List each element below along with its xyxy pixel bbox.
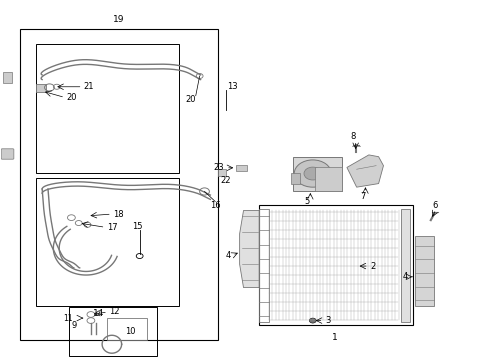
Text: 12: 12 <box>109 307 119 316</box>
Text: 15: 15 <box>132 222 142 231</box>
Text: 6: 6 <box>431 201 436 210</box>
Text: 7: 7 <box>359 192 365 201</box>
Circle shape <box>309 318 316 323</box>
Bar <box>36 178 178 306</box>
Bar <box>107 318 147 339</box>
Text: 3: 3 <box>325 316 330 325</box>
Text: 23: 23 <box>213 163 224 172</box>
Text: 4: 4 <box>225 251 230 260</box>
Text: 11: 11 <box>63 314 73 323</box>
Text: 2: 2 <box>369 262 375 271</box>
Text: 16: 16 <box>210 201 221 210</box>
Text: 14: 14 <box>92 309 103 318</box>
Bar <box>36 44 178 173</box>
Bar <box>217 169 226 176</box>
Bar <box>3 72 12 83</box>
Bar <box>259 205 412 325</box>
Text: 19: 19 <box>113 15 124 24</box>
Text: 21: 21 <box>83 82 94 91</box>
Text: 1: 1 <box>331 333 337 342</box>
FancyBboxPatch shape <box>1 149 14 159</box>
Bar <box>293 157 341 191</box>
Bar <box>291 173 300 184</box>
Bar <box>400 209 409 321</box>
Text: 9: 9 <box>71 321 77 330</box>
Bar <box>36 84 46 92</box>
Text: 18: 18 <box>113 210 123 219</box>
Text: 20: 20 <box>184 95 195 104</box>
Circle shape <box>294 160 330 187</box>
Bar <box>236 165 246 171</box>
Bar <box>69 307 157 356</box>
Text: 8: 8 <box>349 132 355 141</box>
Text: 5: 5 <box>304 197 309 206</box>
Text: 17: 17 <box>107 223 118 232</box>
Polygon shape <box>346 155 383 187</box>
Circle shape <box>304 167 321 180</box>
Bar <box>259 209 268 321</box>
Bar <box>315 167 341 191</box>
Text: 13: 13 <box>227 82 238 91</box>
Text: 22: 22 <box>220 176 230 185</box>
Bar <box>414 235 433 306</box>
Text: 4: 4 <box>402 272 407 281</box>
Bar <box>20 30 217 339</box>
Text: 20: 20 <box>66 93 77 102</box>
Polygon shape <box>239 211 259 288</box>
Text: 10: 10 <box>125 327 135 336</box>
